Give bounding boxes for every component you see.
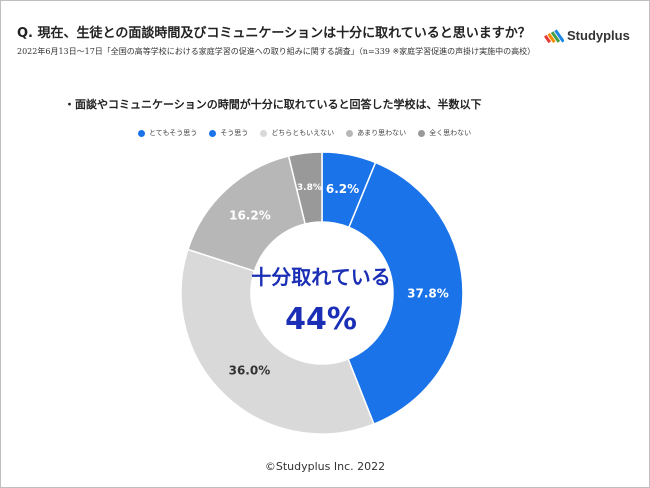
survey-note: 2022年6月13日～17日「全国の高等学校における家庭学習の促進への取り組みに… [17,47,536,56]
question-title: Q. 現在、生徒との面談時間及びコミュニケーションは十分に取れていると思いますか… [17,26,531,41]
legend-item: どちらともいえない [260,128,334,138]
legend-dot [138,129,145,137]
chart-title: ・面談やコミュニケーションの時間が十分に取れていると回答した学校は、半数以下 [64,98,482,111]
legend-label: 全く思わない [429,129,472,137]
legend-dot [260,129,268,137]
legend-item: 全く思わない [418,128,471,138]
slice-value-label: 3.8% [297,183,322,193]
legend-dot [418,129,426,137]
slice-value-label: 16.2% [229,208,271,222]
legend-label: とてもそう思う [149,129,198,137]
legend-dot [346,129,354,137]
center-value: 44% [285,302,357,337]
studyplus-stripes-icon [544,29,564,44]
legend-label: そう思う [220,129,249,137]
donut-hole [251,222,393,364]
legend-item: とてもそう思う [138,128,197,138]
center-label: 十分取れている [251,265,391,289]
legend-dot [209,129,217,137]
logo-text: Studyplus [567,27,630,43]
slice-value-label: 37.8% [407,287,449,301]
legend-item: そう思う [209,128,248,138]
legend: とてもそう思う そう思う どちらともいえない あまり思わない 全く思わない [138,128,471,138]
legend-label: どちらともいえない [271,129,335,137]
legend-label: あまり思わない [357,129,407,137]
studyplus-logo: Studyplus [544,25,630,45]
copyright: ©Studyplus Inc. 2022 [264,460,386,473]
legend-item: あまり思わない [346,128,406,138]
slice-value-label: 36.0% [229,363,271,377]
slice-value-label: 6.2% [326,182,359,196]
